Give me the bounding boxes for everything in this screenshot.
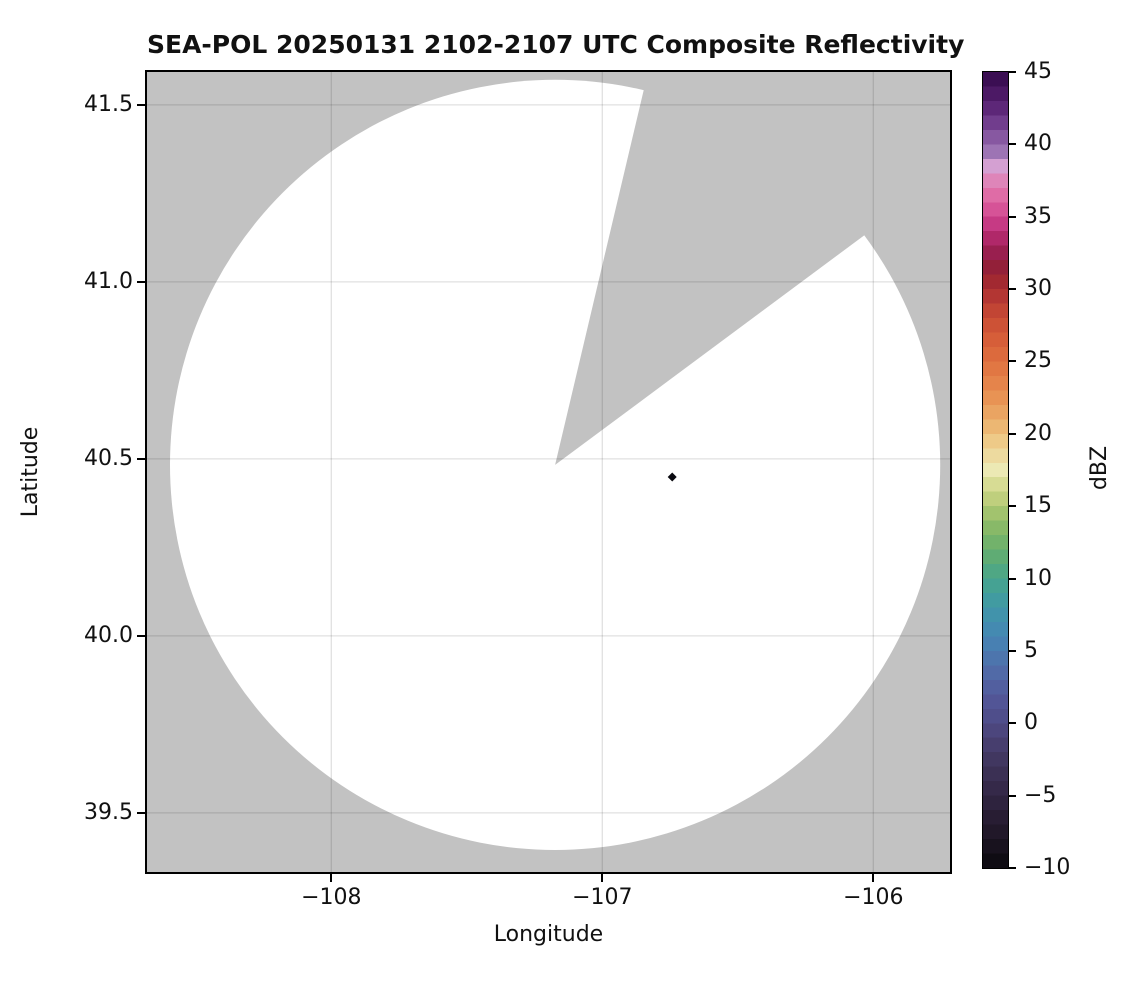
colorbar-tick-mark (1008, 505, 1016, 508)
y-tick-mark (137, 634, 145, 637)
y-tick-label: 41.5 (84, 91, 133, 117)
x-tick-mark (601, 874, 604, 882)
plot-title: SEA-POL 20250131 2102-2107 UTC Composite… (147, 30, 965, 59)
y-tick-label: 41.0 (84, 268, 133, 294)
missing-data-sector (555, 72, 950, 465)
colorbar-tick-label: 10 (1024, 565, 1052, 591)
colorbar-tick-label: 30 (1024, 276, 1052, 302)
x-tick-mark (872, 874, 875, 882)
colorbar-tick-mark (1008, 867, 1016, 869)
y-tick-mark (137, 457, 145, 460)
x-tick-label: −107 (572, 885, 633, 910)
colorbar-tick-mark (1008, 71, 1016, 73)
radar-map-svg (147, 72, 950, 872)
colorbar-label: dBZ (1087, 445, 1112, 491)
y-tick-mark (137, 280, 145, 283)
colorbar-tick-label: 5 (1024, 637, 1038, 663)
x-tick-label: −106 (843, 885, 904, 910)
y-tick-label: 40.5 (84, 445, 133, 471)
colorbar-tick-mark (1008, 215, 1016, 218)
colorbar-tick-label: 15 (1024, 493, 1052, 519)
colorbar-tick-label: 0 (1024, 710, 1038, 736)
colorbar-tick-label: −10 (1024, 855, 1071, 880)
colorbar-tick-mark (1008, 360, 1016, 363)
colorbar-tick-label: −5 (1024, 782, 1057, 808)
colorbar-tick-label: 20 (1024, 420, 1052, 446)
y-tick-label: 40.0 (84, 622, 133, 648)
y-tick-mark (137, 103, 145, 106)
colorbar-tick-label: 35 (1024, 203, 1052, 229)
x-tick-label: −108 (301, 885, 362, 910)
y-tick-label: 39.5 (84, 799, 133, 825)
radar-echo-point (667, 472, 677, 482)
colorbar-tick-mark (1008, 722, 1016, 725)
x-axis-label: Longitude (493, 922, 604, 947)
plot-area (145, 70, 952, 874)
colorbar-tick-mark (1008, 143, 1016, 146)
colorbar-tick-mark (1008, 794, 1016, 797)
colorbar-tick-label: 40 (1024, 131, 1052, 157)
colorbar-tick-mark (1008, 432, 1016, 435)
y-tick-mark (137, 811, 145, 814)
colorbar (981, 70, 1009, 869)
colorbar-tick-mark (1008, 649, 1016, 652)
x-tick-mark (330, 874, 333, 882)
colorbar-tick-label: 25 (1024, 348, 1052, 374)
colorbar-gradient (982, 71, 1008, 868)
colorbar-tick-mark (1008, 577, 1016, 580)
colorbar-tick-label: 45 (1024, 59, 1052, 84)
colorbar-tick-mark (1008, 288, 1016, 291)
